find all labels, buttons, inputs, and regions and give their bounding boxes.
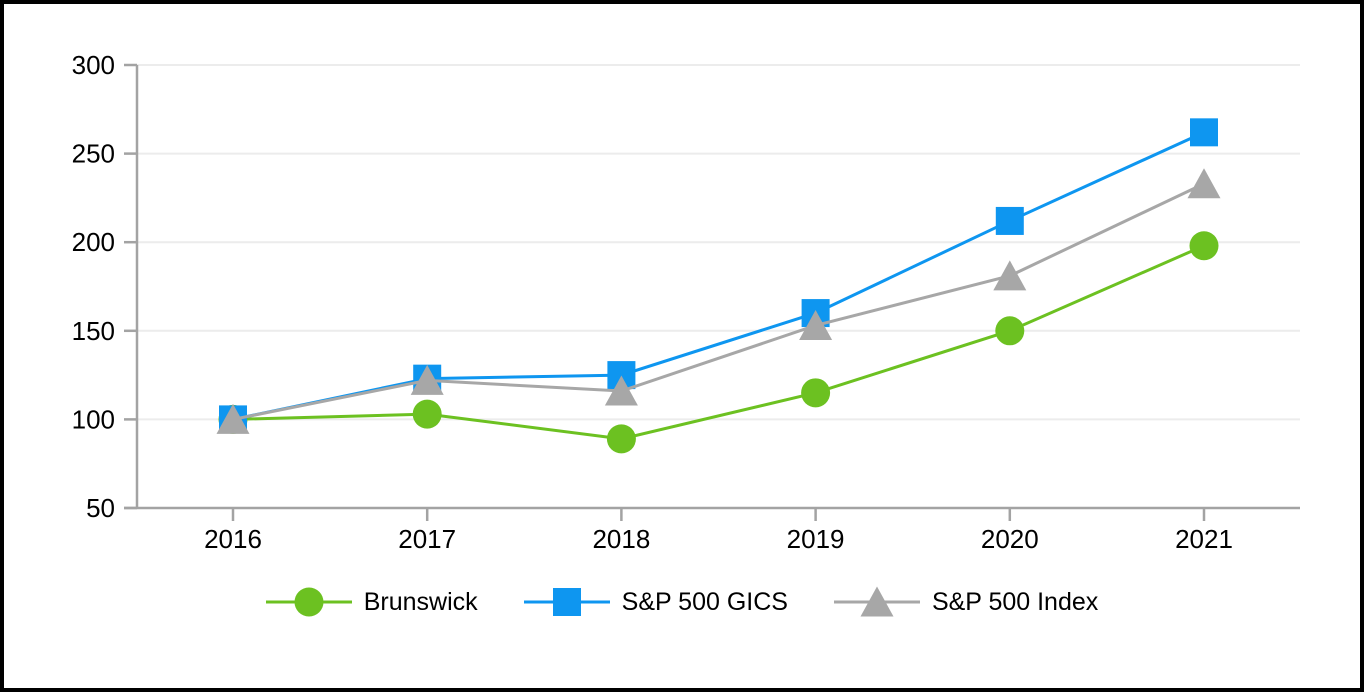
data-point-circle — [294, 587, 324, 617]
x-axis-tick-label: 2021 — [1175, 524, 1233, 554]
data-point-circle — [412, 399, 442, 429]
x-axis-tick-label: 2016 — [204, 524, 262, 554]
data-point-circle — [606, 424, 636, 454]
y-axis-tick-label: 100 — [72, 404, 115, 434]
square-marker-icon — [523, 588, 610, 616]
series-line-brunswick — [232, 244, 1205, 441]
legend-label-sp500-index: S&P 500 Index — [931, 587, 1099, 616]
data-point-circle — [801, 378, 831, 408]
data-point-triangle — [993, 260, 1027, 291]
triangle-marker-icon — [833, 586, 920, 617]
x-axis-tick-label: 2020 — [981, 524, 1039, 554]
data-point-triangle — [604, 375, 638, 406]
data-point-circle — [995, 316, 1025, 346]
data-point-square — [995, 206, 1024, 235]
series-line-s-p-500-gics — [232, 130, 1205, 421]
data-point-square — [552, 588, 581, 616]
x-axis-tick-label: 2017 — [398, 524, 456, 554]
data-point-triangle — [410, 364, 444, 395]
y-axis-tick-label: 50 — [86, 493, 115, 523]
circle-marker-icon — [265, 587, 352, 617]
y-axis-tick-label: 150 — [72, 316, 115, 346]
data-point-triangle — [799, 309, 833, 340]
x-axis-tick-label: 2019 — [787, 524, 845, 554]
legend-item-sp500-gics: S&P 500 GICS — [523, 585, 788, 619]
data-point-triangle — [216, 403, 250, 434]
x-axis-tick-label: 2018 — [592, 524, 650, 554]
y-axis-tick-label: 300 — [72, 50, 115, 80]
y-axis-tick-label: 200 — [72, 227, 115, 257]
legend: Brunswick S&P 500 GICS S&P 500 Index — [4, 585, 1360, 619]
data-point-square — [1190, 118, 1218, 147]
y-axis-tick-label: 250 — [72, 139, 115, 169]
series-line-s-p-500-index — [232, 182, 1205, 421]
legend-label-brunswick: Brunswick — [363, 587, 478, 616]
data-point-circle — [1189, 231, 1219, 261]
legend-item-brunswick: Brunswick — [265, 585, 478, 619]
legend-item-sp500-index: S&P 500 Index — [833, 585, 1099, 619]
data-point-triangle — [1187, 168, 1221, 199]
data-point-triangle — [860, 586, 894, 617]
legend-label-sp500-gics: S&P 500 GICS — [621, 587, 788, 616]
